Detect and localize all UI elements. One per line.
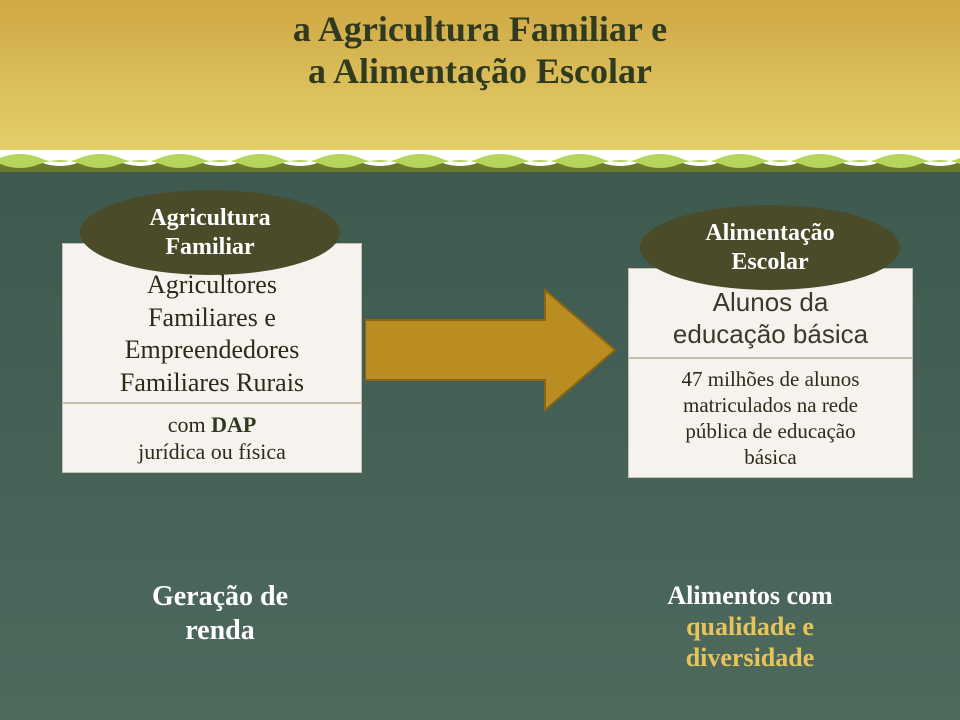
left-pill-line2: Familiar bbox=[149, 233, 270, 262]
left-box-line4: Familiares Rurais bbox=[120, 367, 304, 400]
outcome-left-line2: renda bbox=[90, 614, 350, 648]
left-dap-line1: com DAP bbox=[138, 411, 286, 439]
title-line1: a Agricultura Familiar e bbox=[0, 8, 960, 50]
left-dap-line2: jurídica ou física bbox=[138, 438, 286, 466]
page-title: a Agricultura Familiar e a Alimentação E… bbox=[0, 8, 960, 92]
left-box-line3: Empreendedores bbox=[120, 334, 304, 367]
background-divider bbox=[0, 150, 960, 172]
arrow-right-icon bbox=[365, 285, 620, 415]
outcome-alimentos: Alimentos com qualidade e diversidade bbox=[610, 580, 890, 674]
outcome-geracao-renda: Geração de renda bbox=[90, 580, 350, 647]
right-stat-line4: básica bbox=[682, 444, 860, 470]
right-stat-line2: matriculados na rede bbox=[682, 392, 860, 418]
title-line2: a Alimentação Escolar bbox=[0, 50, 960, 92]
right-stat-line1: 47 milhões de alunos bbox=[682, 366, 860, 392]
right-box-line2: educação básica bbox=[673, 318, 868, 351]
left-box-dap: com DAP jurídica ou física bbox=[62, 403, 362, 473]
outcome-right-line2: qualidade e bbox=[610, 611, 890, 642]
right-pill-line1: Alimentação bbox=[705, 219, 834, 248]
right-pill-line2: Escolar bbox=[705, 248, 834, 277]
left-pill-line1: Agricultura bbox=[149, 204, 270, 233]
outcome-right-line1: Alimentos com bbox=[610, 580, 890, 611]
right-stat-line3: pública de educação bbox=[682, 418, 860, 444]
left-pill-agricultura-familiar: Agricultura Familiar bbox=[80, 190, 340, 275]
right-box-stats: 47 milhões de alunos matriculados na red… bbox=[628, 358, 913, 478]
outcome-right-line3: diversidade bbox=[610, 642, 890, 673]
outcome-left-line1: Geração de bbox=[90, 580, 350, 614]
right-pill-alimentacao-escolar: Alimentação Escolar bbox=[640, 205, 900, 290]
left-box-line2: Familiares e bbox=[120, 302, 304, 335]
right-box-line1: Alunos da bbox=[673, 286, 868, 319]
